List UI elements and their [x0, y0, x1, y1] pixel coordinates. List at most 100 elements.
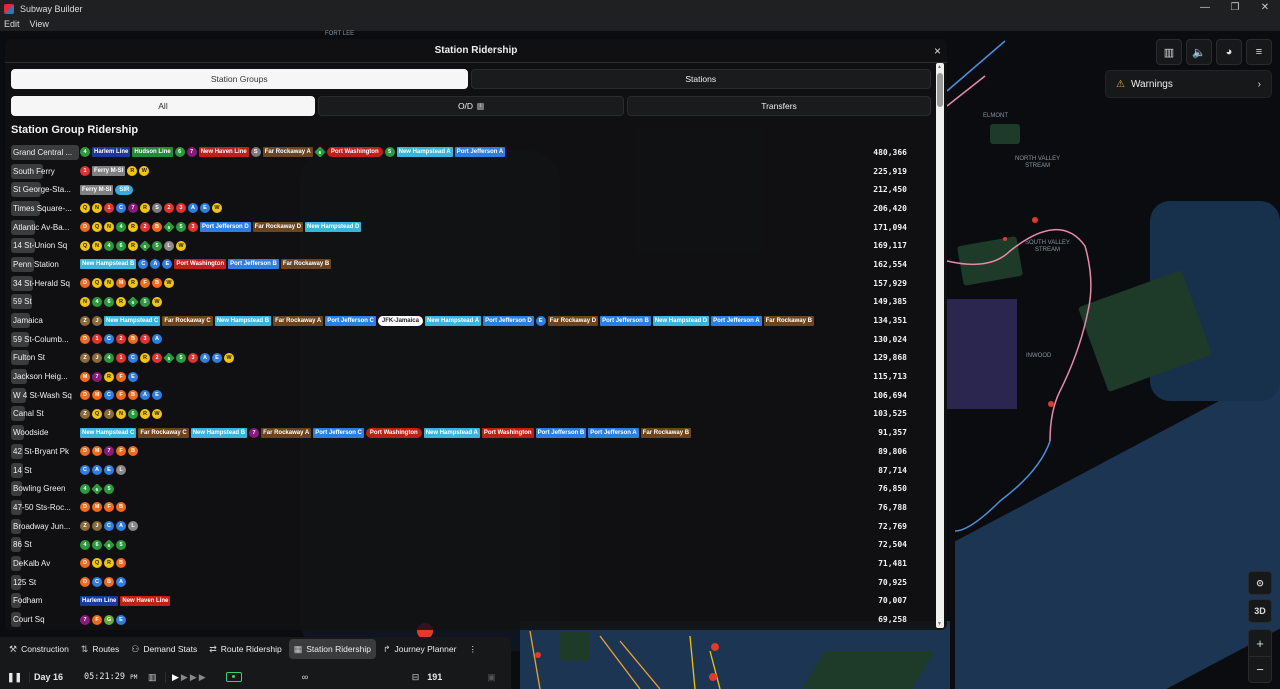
tab-demand-stats[interactable]: ⚇ Demand Stats [126, 639, 202, 659]
table-row[interactable]: Woodside New Hampstead C Far Rockaway C New… [11, 423, 907, 442]
train-icon: ⊟ [411, 671, 420, 682]
palette-icon[interactable]: ◕ [1216, 39, 1242, 65]
scroll-up-icon[interactable]: ▲ [937, 64, 942, 70]
scrollbar[interactable]: ▲ ▼ [936, 63, 944, 628]
table-row[interactable]: St George-Sta... Ferry M-SI SIR 212,450 [11, 180, 907, 199]
table-row[interactable]: Atlantic Av-Ba... D Q N 4 R 2 B 5 5 3 Port Jefferso… [11, 218, 907, 237]
tab-routes[interactable]: ⇅ Routes [76, 639, 124, 659]
info-icon[interactable]: i [477, 102, 485, 110]
tab-stations[interactable]: Stations [470, 69, 931, 89]
line-badge: Port Jefferson D [200, 222, 251, 233]
app-logo-icon [4, 3, 14, 14]
line-badge: Q [80, 240, 90, 251]
table-row[interactable]: Court Sq 7 F G E 69,258 [11, 610, 907, 629]
sound-icon[interactable]: 🔈 [1186, 39, 1212, 65]
3d-toggle-button[interactable]: 3D [1248, 599, 1272, 623]
tab-all[interactable]: All [11, 96, 315, 116]
calendar-icon[interactable]: ▥ [148, 671, 166, 683]
ridership-bar [11, 518, 22, 534]
table-row[interactable]: 86 St 4 6 6 5 72,504 [11, 535, 907, 554]
tab-od[interactable]: O/D i [318, 96, 624, 116]
title-bar: Subway Builder — ❐ ✕ [0, 0, 1280, 17]
table-row[interactable]: 47-50 Sts-Roc... D M F B 76,788 [11, 498, 907, 517]
table-row[interactable]: 14 St C A E L 87,714 [11, 461, 907, 480]
line-badge: A [116, 577, 126, 588]
close-panel-button[interactable]: × [933, 44, 941, 58]
speed-1-button[interactable]: ▶ [172, 671, 179, 682]
zoom-out-button[interactable]: − [1249, 656, 1271, 682]
table-row[interactable]: Times Square-... Q N 1 C 7 R S 2 3 A E W 206,420 [11, 199, 907, 218]
tab-station-groups[interactable]: Station Groups [11, 69, 468, 89]
line-badge: 7 [104, 446, 114, 457]
line-badge: R [140, 352, 150, 363]
table-row[interactable]: 125 St D C B A 70,925 [11, 573, 907, 592]
tab-transfers[interactable]: Transfers [627, 96, 931, 116]
ridership-bar [11, 200, 41, 216]
tab-journey-planner[interactable]: ↱ Journey Planner [378, 639, 461, 659]
speed-4-button[interactable]: ▶ [198, 671, 206, 682]
table-row[interactable]: 59 St-Columb... D 1 C 2 B 3 A 130,024 [11, 330, 907, 349]
line-badge: 2 [152, 352, 162, 363]
menu-view[interactable]: View [29, 19, 49, 29]
station-name: Atlantic Av-Ba... [11, 219, 79, 235]
station-name: 14 St-Union Sq [11, 238, 79, 254]
table-row[interactable]: South Ferry 1 Ferry M-SI R W 225,919 [11, 162, 907, 181]
compass-icon[interactable]: ⊙ [1248, 571, 1272, 595]
ridership-bar [11, 369, 28, 385]
line-badge: Z [80, 315, 90, 326]
status-bar: ❚❚ Day 16 05:21:29 PM ▥ ▶ ▶ ▶ ▶ ∞ ⊟ 191 … [0, 666, 511, 688]
scrollbar-thumb[interactable] [937, 73, 943, 107]
table-row[interactable]: DeKalb Av D Q R B 71,481 [11, 554, 907, 573]
table-row[interactable]: W 4 St-Wash Sq D M C F B A E 106,694 [11, 386, 907, 405]
route-ridership-icon: ⇄ [209, 643, 217, 654]
menu-icon[interactable]: ≡ [1246, 39, 1272, 65]
money-icon[interactable] [225, 672, 242, 682]
line-badge: 4 [80, 539, 90, 550]
table-row[interactable]: Penn Station New Hampstead B C A E Port Washi… [11, 255, 907, 274]
table-row[interactable]: Jamaica Z J New Hampstead C Far Rockaway C Ne… [11, 311, 907, 330]
table-row[interactable]: Bowling Green 4 6 5 76,850 [11, 479, 907, 498]
speed-3-button[interactable]: ▶ [189, 671, 197, 682]
tab-station-ridership[interactable]: ▦ Station Ridership [288, 639, 376, 659]
clock: 05:21:29 PM [84, 672, 148, 682]
map-icon[interactable]: ▥ [1156, 39, 1182, 65]
table-row[interactable]: 59 St N 4 6 R 6 5 W 149,385 [11, 293, 907, 312]
tab-route-ridership[interactable]: ⇄ Route Ridership [204, 639, 287, 659]
ridership-bar [11, 499, 22, 515]
warnings-button[interactable]: ⚠ Warnings › [1105, 70, 1272, 98]
line-badge: Far Rockaway B [763, 315, 814, 326]
ridership-value: 115,713 [873, 372, 907, 382]
table-row[interactable]: 34 St-Herald Sq D Q N M R F B W 157,929 [11, 274, 907, 293]
tab-construction[interactable]: ⚒ Construction [4, 639, 74, 659]
save-icon[interactable]: ▣ [487, 671, 496, 682]
table-row[interactable]: Fodham Harlem Line New Haven Line 70,007 [11, 592, 907, 611]
table-row[interactable]: Broadway Jun... Z J C A L 72,769 [11, 517, 907, 536]
line-badge: Far Rockaway A [273, 315, 324, 326]
table-row[interactable]: Canal St Z Q J N 6 R W 103,525 [11, 405, 907, 424]
table-row[interactable]: 14 St-Union Sq Q N 4 6 R 6 5 L W 169,117 [11, 236, 907, 255]
table-row[interactable]: 42 St-Bryant Pk D M 7 F B 89,806 [11, 442, 907, 461]
scroll-down-icon[interactable]: ▼ [937, 621, 942, 627]
minimize-button[interactable]: — [1200, 2, 1210, 13]
maximize-button[interactable]: ❐ [1230, 2, 1240, 13]
table-row[interactable]: Grand Central ... 4 Harlem Line Hudson Line… [11, 143, 907, 162]
table-row[interactable]: Jackson Heig... M 7 R F E 115,713 [11, 367, 907, 386]
ridership-value: 76,788 [878, 502, 907, 512]
menu-edit[interactable]: Edit [4, 19, 20, 29]
station-name: Bowling Green [11, 481, 79, 497]
train-count: 191 [427, 672, 443, 682]
station-name-text: St George-Sta... [13, 185, 71, 195]
close-window-button[interactable]: ✕ [1260, 2, 1270, 13]
zoom-in-button[interactable]: + [1256, 635, 1264, 651]
line-badge: 3 [188, 222, 198, 233]
ridership-value: 87,714 [878, 465, 907, 475]
table-row[interactable]: Fulton St Z J 4 1 C R 2 5 5 3 A E W 129,868 [11, 349, 907, 368]
speed-2-button[interactable]: ▶ [180, 671, 188, 682]
filter-tabs: All O/D i Transfers [11, 96, 931, 116]
pause-button[interactable]: ❚❚ [0, 671, 30, 683]
more-options-icon[interactable]: ⋮ [468, 643, 477, 654]
ridership-value: 129,868 [873, 353, 907, 363]
line-badge: F [116, 390, 126, 401]
